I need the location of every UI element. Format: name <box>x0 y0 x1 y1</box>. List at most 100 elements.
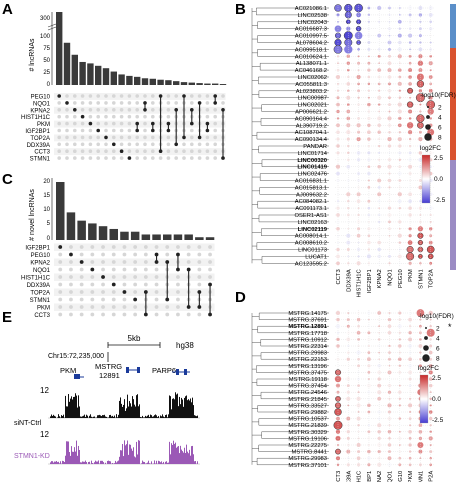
dotplot-row-label: AC008014.1 <box>295 234 327 240</box>
dotplot-dot <box>398 384 401 387</box>
a-matrix-dot <box>151 135 155 140</box>
e-track-ctrl-bar <box>96 417 97 418</box>
e-track-ctrl-bar <box>197 415 198 418</box>
dotplot-dot <box>398 68 402 72</box>
dotplot-dot <box>357 338 360 341</box>
dotplot-row-label: AC123595.2 <box>295 261 327 267</box>
e-track-ctrl-bar <box>188 399 189 418</box>
e-track-ctrl-bar <box>127 394 128 418</box>
e-track-ctrl-bar <box>73 397 74 418</box>
e-track-ctrl-bar <box>92 417 93 418</box>
dotplot-dot <box>357 55 360 58</box>
dotplot-dot <box>346 357 350 361</box>
e-track-ctrl-bar <box>100 415 101 418</box>
dotplot-dot <box>367 449 371 454</box>
dotplot-dot <box>377 338 381 341</box>
a-matrix-dot <box>57 94 61 98</box>
dotplot-dot <box>347 255 350 258</box>
a-bar <box>126 75 133 85</box>
e-gene-models <box>74 367 190 379</box>
a-bar <box>188 82 195 85</box>
e-track-kd-bar <box>72 451 73 464</box>
e-track-kd-bar <box>197 461 198 464</box>
c-matrix-dot <box>69 245 73 249</box>
c-matrix-dot <box>58 305 63 309</box>
a-gene-label: KPNA2 <box>30 108 50 114</box>
dotplot-row-label: AC090134.4 <box>295 137 328 143</box>
dotplot-dot <box>429 55 433 58</box>
c-matrix-dot <box>111 260 116 264</box>
a-matrix-dot <box>135 94 139 98</box>
a-matrix-dot <box>166 142 171 147</box>
e-track-ctrl-bar <box>101 416 102 418</box>
dotplot-dot <box>417 239 424 246</box>
c-matrix-dot <box>79 297 84 302</box>
e-track-ctrl-bar <box>102 415 103 418</box>
a-matrix-dot <box>65 142 69 147</box>
e-track-kd-bar <box>130 444 131 464</box>
dotplot-dot <box>336 117 340 120</box>
c-matrix-dot <box>133 282 138 287</box>
e-track-ctrl-bar <box>128 406 129 418</box>
e-gene-mstrg-id: 12891 <box>99 371 120 380</box>
e-track-ctrl-bar <box>113 416 114 418</box>
c-matrix-dot <box>79 245 84 249</box>
c-matrix-dot <box>186 312 191 317</box>
c-matrix-dot <box>208 260 212 264</box>
dotplot-dot <box>377 404 381 407</box>
dotplot-dot <box>367 68 371 72</box>
c-matrix-dot <box>101 275 105 279</box>
dotplot-dot <box>356 12 361 18</box>
e-track-ctrl-bar <box>180 404 181 418</box>
e-track2-label: STMN1-KD <box>14 453 50 460</box>
a-matrix-dot <box>205 108 210 112</box>
dotplot-dot <box>347 68 350 72</box>
c-matrix-dot <box>69 260 73 264</box>
a-matrix-dot <box>57 135 61 140</box>
e-track-kd-bar <box>117 461 118 464</box>
e-track-kd-bar <box>178 446 179 464</box>
c-matrix-dot <box>111 252 116 257</box>
c-matrix-dot <box>197 267 202 272</box>
a-matrix-dot <box>96 135 100 140</box>
dotplot-dot <box>406 101 414 108</box>
dotplot-dot <box>397 254 402 259</box>
c-matrix-dot <box>208 267 212 272</box>
dotplot-dot <box>367 206 371 210</box>
dotplot-row-label: AC099518.1 <box>295 47 327 53</box>
dotplot-col-label: DDX39A <box>346 471 352 482</box>
e-track-ctrl-bar <box>82 416 83 418</box>
e-track-kd-bar <box>175 442 176 464</box>
e-track-kd-bar <box>71 446 72 464</box>
c-matrix-dot <box>79 282 84 287</box>
dotplot-dot <box>346 26 351 31</box>
dotplot-dot <box>337 193 339 196</box>
a-matrix-dot <box>88 128 93 133</box>
dotplot-dot <box>428 151 433 155</box>
dotplot-dot <box>408 192 413 197</box>
dotplot-dot <box>387 116 392 121</box>
dotplot-dot <box>398 151 402 155</box>
dotplot-dot <box>346 164 351 169</box>
dotplot-dot <box>418 178 422 183</box>
e-track-ctrl-bar <box>133 399 134 418</box>
c-matrix-dot <box>176 305 180 309</box>
dotplot-dot <box>408 41 412 44</box>
dotplot-dot <box>408 206 412 210</box>
e-track-ctrl-bar <box>75 393 76 418</box>
dotplot-dot <box>357 364 361 368</box>
e-track-ctrl-bar <box>119 400 120 418</box>
a-matrix-dot <box>143 142 147 147</box>
panel-a-ylabel: # lncRNAs <box>29 38 36 72</box>
a-matrix-dot <box>190 135 194 140</box>
e-track-kd-bar <box>88 462 89 464</box>
e-track-kd-bar <box>189 449 190 464</box>
dotplot-dot <box>367 227 371 231</box>
dotplot-dot <box>346 240 351 245</box>
dotplot-dot <box>388 103 391 107</box>
a-matrix-dot <box>143 114 147 119</box>
dotplot-row-label: AL078604.2 <box>296 41 327 47</box>
e-track-ctrl-bar <box>134 404 135 418</box>
e-track-ctrl-bar <box>54 415 55 418</box>
a-matrix-dot <box>127 114 132 119</box>
